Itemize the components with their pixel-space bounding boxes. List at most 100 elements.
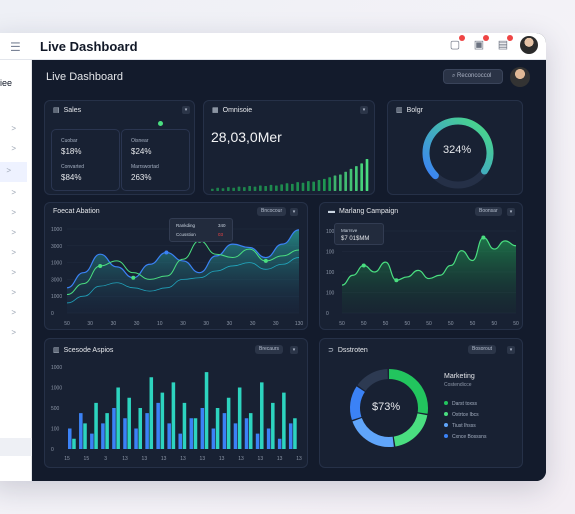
x-tick-label: 50: [383, 321, 389, 327]
omnisce-bar: [339, 174, 342, 191]
sales-card: ▤ Sales ▾ Cuobar $18% Convarted $84% Oisn…: [44, 100, 195, 195]
omnisce-bar: [227, 187, 230, 191]
sources-dropdown[interactable]: Brecaurs: [255, 345, 284, 354]
menu-icon[interactable]: ☰: [10, 40, 21, 54]
bar: [255, 433, 260, 449]
data-point: [98, 263, 103, 268]
tooltip-label: Marrsve: [341, 228, 358, 233]
series-area: [67, 229, 299, 313]
donut-segment: [352, 417, 394, 447]
distribution-menu-button[interactable]: ▾: [507, 346, 515, 354]
main-panel: Live Dashboard ⌕ Reconcoccol ▤ Sales ▾ Cu…: [32, 60, 546, 481]
marketing-dropdown[interactable]: Boonsar: [475, 207, 502, 216]
marketing-tooltip: Marrsve $7 01$MM: [334, 223, 384, 245]
omnisce-menu-button[interactable]: ▾: [360, 106, 368, 114]
bar: [127, 397, 131, 449]
alerts-icon[interactable]: ▤: [496, 35, 513, 52]
x-tick-label: 50: [404, 321, 410, 327]
legend-label: Darst toxss: [452, 401, 478, 407]
sidebar-item[interactable]: >: [11, 228, 16, 237]
distribution-title: ⊃ Dsstroten: [328, 346, 368, 354]
x-tick-label: 13: [180, 456, 186, 462]
grid-icon: ▦: [212, 107, 219, 114]
sales-value: $24%: [131, 147, 152, 156]
distribution-dropdown[interactable]: Bosorout: [468, 345, 497, 354]
donut-segment: [393, 413, 428, 447]
sidebar-selected-row[interactable]: [0, 438, 32, 456]
x-tick-label: 3: [104, 456, 107, 462]
bolgr-card: ▥ Bolgr 324%: [387, 100, 523, 195]
sidebar-item[interactable]: >: [11, 308, 16, 317]
y-tick-label: 3000: [51, 277, 62, 283]
search-button[interactable]: ⌕ Reconcoccol: [443, 69, 503, 84]
x-tick-label: 50: [470, 321, 476, 327]
sources-menu-button[interactable]: ▾: [290, 346, 298, 354]
tooltip-label: Ccusstion: [176, 232, 196, 237]
profile-avatar[interactable]: [510, 67, 530, 87]
sales-box-2: Oisnear $24% Marrswortad 263%: [121, 129, 190, 191]
sidebar-item[interactable]: >: [11, 248, 16, 257]
bar: [233, 423, 238, 449]
bar: [204, 372, 209, 449]
omnisce-card: ▦ Omnisoie ▾ 28,03,0Mer: [203, 100, 375, 195]
x-tick-label: 13: [161, 456, 167, 462]
x-tick-label: 50: [448, 321, 454, 327]
series-area: [342, 237, 516, 313]
sidebar-item[interactable]: >: [11, 288, 16, 297]
omnisce-bar: [344, 171, 347, 191]
marketing-menu-button[interactable]: ▾: [507, 208, 515, 216]
tooltip-value: 03: [218, 232, 224, 237]
bar: [260, 382, 264, 449]
bolgr-title-text: Bolgr: [406, 107, 423, 114]
sales-label: Marrswortad: [131, 164, 159, 170]
omnisce-bar: [237, 186, 241, 191]
bar-chart-icon: ▥: [53, 347, 60, 354]
sidebar-item[interactable]: >: [11, 208, 16, 217]
bar: [277, 438, 282, 449]
forecast-tooltip: Rankding 340 Ccusstion 03: [169, 218, 233, 242]
distribution-subtitle-2: Costendicce: [444, 382, 472, 388]
top-bar: ☰ Live Dashboard ▢ ▣ ▤: [0, 33, 546, 60]
donut-segment: [357, 369, 389, 392]
omnisce-bar: [355, 166, 358, 191]
marketing-title-text: Marlang Campaign: [339, 208, 399, 215]
x-tick-label: 13: [258, 456, 264, 462]
messages-icon[interactable]: ▣: [472, 35, 489, 52]
omnisce-bar: [216, 187, 219, 191]
x-tick-label: 15: [64, 456, 70, 462]
x-tick-label: 13: [142, 456, 148, 462]
forecast-dropdown[interactable]: Bncocour: [257, 207, 287, 216]
sidebar-item[interactable]: >: [11, 328, 16, 337]
x-tick-label: 13: [296, 456, 302, 462]
bar: [182, 402, 187, 449]
omnisce-bar: [317, 179, 321, 191]
y-tick-label: 500: [51, 406, 60, 412]
sales-label: Cuobar: [61, 138, 78, 144]
app-window: ☰ Live Dashboard ▢ ▣ ▤ adiee > > > > > >…: [0, 33, 546, 481]
sidebar-item[interactable]: >: [11, 268, 16, 277]
sidebar-item[interactable]: >: [11, 188, 16, 197]
legend-label: Oxtrtce Ibcs: [452, 412, 479, 418]
sidebar-item-active[interactable]: >: [0, 162, 27, 182]
sources-title: ▥ Scesode Aspios: [53, 346, 113, 354]
legend-item: Cxnce Bosssns: [444, 434, 486, 440]
sidebar-item[interactable]: >: [11, 144, 16, 153]
bar: [156, 402, 160, 449]
bar: [94, 402, 98, 449]
marketing-line-chart: 100 100 100 100 0 50 50 50 50 50 50 50 50 50: [326, 229, 519, 327]
donut-segment: [350, 386, 366, 421]
bar: [68, 428, 72, 449]
x-tick-label: 13: [122, 456, 128, 462]
bar: [244, 418, 249, 449]
sidebar-item[interactable]: >: [11, 124, 16, 133]
omnisce-bar: [296, 182, 299, 191]
bar: [237, 387, 242, 449]
omnisce-bar: [333, 175, 337, 191]
forecast-menu-button[interactable]: ▾: [290, 208, 298, 216]
sales-menu-button[interactable]: ▾: [182, 106, 190, 114]
user-avatar[interactable]: [520, 36, 538, 54]
data-point: [131, 275, 136, 280]
notification-icon[interactable]: ▢: [448, 35, 465, 52]
x-tick-label: 50: [361, 321, 367, 327]
omnisce-bar: [349, 168, 353, 191]
